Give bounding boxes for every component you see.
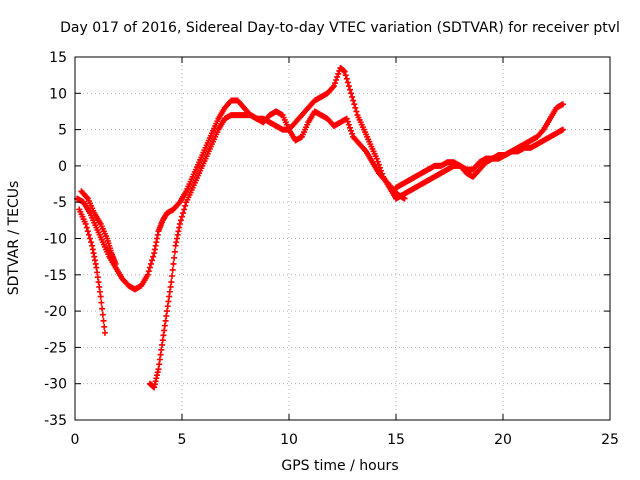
data-point (169, 266, 176, 273)
series-track-4 (393, 101, 566, 191)
data-point (145, 268, 152, 275)
data-point (350, 97, 357, 104)
y-tick-label: 15 (49, 50, 67, 66)
series-track-1 (74, 64, 566, 293)
y-axis-ticks: -35 -30 -25 -20 -15 -10 -5 0 5 10 15 (44, 50, 610, 429)
data-point (99, 311, 106, 318)
data-point (88, 239, 95, 246)
data-point (341, 68, 348, 75)
y-tick-label: -30 (44, 377, 67, 393)
data-point (168, 279, 175, 286)
data-point (346, 124, 353, 131)
data-point (177, 217, 184, 224)
data-point (83, 224, 90, 231)
data-point (353, 108, 360, 115)
data-point (333, 76, 340, 83)
y-tick-label: 5 (58, 123, 67, 139)
data-point (170, 260, 177, 267)
data-point (112, 260, 119, 267)
series-track-2 (76, 206, 108, 336)
data-point (176, 220, 183, 227)
data-point (343, 115, 350, 122)
data-point (180, 210, 187, 217)
data-point (401, 195, 408, 202)
data-point (101, 323, 108, 330)
data-point (374, 158, 381, 165)
data-point (98, 299, 105, 306)
data-point (352, 104, 359, 111)
data-point (349, 93, 356, 100)
data-point (346, 86, 353, 93)
data-point (179, 213, 185, 220)
data-point (334, 73, 341, 80)
y-tick-label: -15 (44, 268, 67, 284)
x-tick-label: 20 (494, 432, 512, 448)
data-point (348, 90, 355, 97)
data-point (100, 317, 107, 324)
data-point (181, 206, 188, 213)
data-point (182, 202, 189, 209)
data-point (171, 248, 178, 255)
data-points (74, 64, 566, 391)
data-point (86, 235, 93, 242)
y-tick-label: -10 (44, 232, 67, 248)
y-tick-label: -20 (44, 304, 67, 320)
data-point (147, 260, 154, 267)
x-axis-label: GPS time / hours (281, 458, 398, 474)
data-point (344, 118, 351, 125)
series-track-5 (78, 188, 119, 267)
x-tick-label: 0 (71, 432, 80, 448)
data-point (348, 127, 355, 134)
x-tick-label: 5 (178, 432, 187, 448)
data-point (84, 228, 91, 235)
x-axis-ticks: 0 5 10 15 20 25 (71, 57, 619, 448)
chart-title: Day 017 of 2016, Sidereal Day-to-day VTE… (60, 20, 620, 36)
y-tick-label: 10 (49, 86, 67, 102)
y-tick-label: -5 (53, 195, 67, 211)
data-point (144, 271, 151, 278)
data-point (146, 264, 153, 271)
data-point (343, 75, 350, 82)
data-point (97, 293, 104, 300)
data-point (342, 72, 349, 79)
y-tick-label: 0 (58, 159, 67, 175)
data-point (373, 155, 380, 162)
data-point (82, 220, 89, 227)
x-tick-label: 10 (280, 432, 298, 448)
data-point (99, 305, 106, 312)
data-point (351, 101, 358, 108)
data-point (169, 273, 176, 280)
data-point (349, 130, 356, 137)
data-point (101, 329, 108, 336)
series-track-3 (146, 108, 408, 391)
data-point (85, 231, 92, 238)
data-point (335, 70, 342, 77)
data-point (375, 161, 382, 168)
data-point (332, 80, 339, 87)
data-point (559, 126, 566, 133)
data-point (345, 121, 352, 128)
y-axis-label: SDTVAR / TECUs (6, 181, 22, 296)
grid-lines (75, 57, 610, 420)
data-point (150, 253, 157, 260)
y-tick-label: -25 (44, 340, 67, 356)
y-tick-label: -35 (44, 413, 67, 429)
data-point (149, 257, 156, 264)
data-point (344, 79, 351, 86)
x-tick-label: 25 (601, 432, 619, 448)
data-point (171, 254, 178, 261)
data-point (559, 101, 566, 108)
data-point (330, 83, 337, 90)
data-point (345, 83, 352, 90)
x-tick-label: 15 (387, 432, 405, 448)
